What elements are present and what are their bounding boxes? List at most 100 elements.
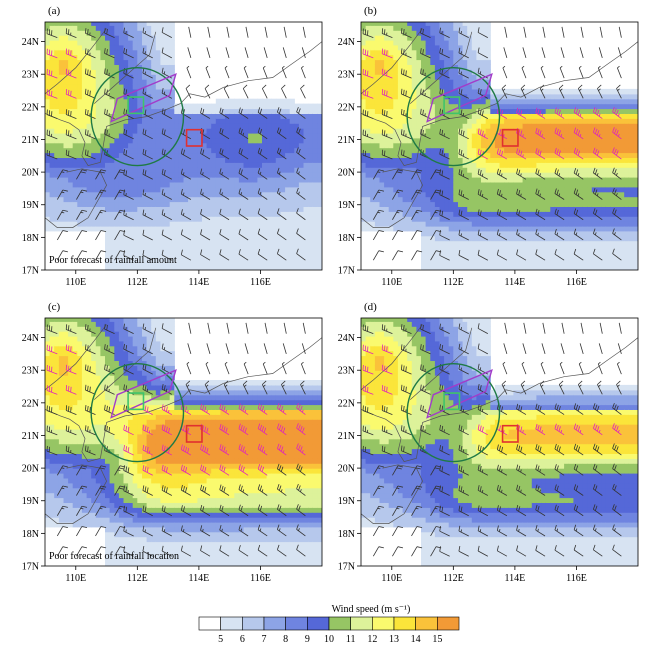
rain-region-box: [426, 72, 493, 123]
panel-1: 110E 112E 114E 116E 24N 23N 22N 21N 20N 19N 18N 17N…: [22, 5, 323, 288]
station-box: [127, 392, 145, 411]
y-tick-label: 22N: [22, 102, 39, 113]
colorbar-label: 15: [432, 634, 442, 645]
y-tick-label: 24N: [338, 37, 355, 48]
colorbar-swatch: [242, 616, 265, 631]
rain-region-box: [426, 368, 493, 419]
x-tick-label: 114E: [189, 573, 210, 584]
y-tick-label: 20N: [338, 464, 355, 475]
y-tick-label: 19N: [22, 200, 39, 211]
colorbar-label: 11: [346, 634, 356, 645]
colorbar-swatch: [263, 616, 286, 631]
colorbar-label: 8: [283, 634, 288, 645]
y-tick-label: 20N: [22, 464, 39, 475]
y-tick-label: 24N: [338, 333, 355, 344]
x-tick-label: 112E: [127, 573, 148, 584]
x-tick-label: 116E: [250, 277, 271, 288]
y-tick-label: 23N: [338, 70, 355, 81]
panel-letter: (b): [364, 5, 377, 17]
colorbar-swatch: [198, 616, 221, 631]
y-tick-label: 18N: [22, 529, 39, 540]
colorbar-swatch: [393, 616, 416, 631]
upstream-box: [501, 424, 519, 443]
colorbar-title: Wind speed (m s⁻¹): [332, 604, 411, 615]
x-tick-label: 116E: [566, 277, 587, 288]
panel-frame: [44, 317, 323, 567]
colorbar-swatch: [372, 616, 395, 631]
colorbar-label: 12: [367, 634, 377, 645]
colorbar-swatch: [415, 616, 438, 631]
study-area-circle: [90, 66, 185, 167]
y-tick-label: 21N: [338, 135, 355, 146]
y-tick-label: 22N: [22, 398, 39, 409]
colorbar: 5 6 7 8 9 10 11 12 13 14 15 Wind speed (m s⁻¹): [198, 604, 460, 645]
y-tick-label: 17N: [22, 562, 39, 573]
panel-frame: [44, 21, 323, 271]
station-box: [443, 96, 461, 115]
y-tick-label: 18N: [22, 233, 39, 244]
y-tick-label: 24N: [22, 333, 39, 344]
x-tick-label: 114E: [189, 277, 210, 288]
colorbar-label: 10: [324, 634, 334, 645]
y-tick-label: 19N: [338, 496, 355, 507]
y-tick-label: 23N: [22, 366, 39, 377]
y-tick-label: 21N: [22, 431, 39, 442]
rain-region-box: [110, 72, 177, 123]
x-tick-label: 110E: [65, 573, 86, 584]
x-tick-label: 112E: [127, 277, 148, 288]
y-tick-label: 22N: [338, 398, 355, 409]
panel-2: 110E 112E 114E 116E 24N 23N 22N 21N 20N 19N 18N 17N…: [338, 5, 639, 288]
colorbar-label: 9: [305, 634, 310, 645]
colorbar-swatch: [220, 616, 243, 631]
colorbar-swatch: [437, 616, 460, 631]
y-tick-label: 17N: [22, 266, 39, 277]
panel-frame: [360, 317, 639, 567]
colorbar-swatch: [307, 616, 330, 631]
station-box: [443, 392, 461, 411]
y-tick-label: 17N: [338, 562, 355, 573]
colorbar-label: 13: [389, 634, 399, 645]
y-tick-label: 18N: [338, 233, 355, 244]
colorbar-label: 7: [262, 634, 267, 645]
study-area-circle: [90, 362, 185, 463]
panel-annotation: Poor forecast of rainfall amount: [49, 255, 177, 266]
y-tick-label: 21N: [338, 431, 355, 442]
colorbar-swatch: [285, 616, 308, 631]
x-tick-label: 110E: [381, 277, 402, 288]
colorbar-label: 6: [240, 634, 245, 645]
x-tick-label: 110E: [381, 573, 402, 584]
x-tick-label: 110E: [65, 277, 86, 288]
station-box: [127, 96, 145, 115]
panel-frame: [360, 21, 639, 271]
y-tick-label: 22N: [338, 102, 355, 113]
x-tick-label: 112E: [443, 573, 464, 584]
panel-3: 110E 112E 114E 116E 24N 23N 22N 21N 20N 19N 18N 17N…: [22, 301, 323, 584]
y-tick-label: 23N: [22, 70, 39, 81]
study-area-circle: [406, 362, 501, 463]
y-tick-label: 24N: [22, 37, 39, 48]
colorbar-label: 14: [411, 634, 421, 645]
upstream-box: [185, 424, 203, 443]
y-tick-label: 20N: [338, 168, 355, 179]
upstream-box: [501, 128, 519, 147]
panel-4: 110E 112E 114E 116E 24N 23N 22N 21N 20N 19N 18N 17N…: [338, 301, 639, 584]
x-tick-label: 114E: [505, 573, 526, 584]
panel-letter: (a): [48, 5, 61, 17]
y-tick-label: 23N: [338, 366, 355, 377]
x-tick-label: 116E: [250, 573, 271, 584]
y-tick-label: 20N: [22, 168, 39, 179]
y-tick-label: 21N: [22, 135, 39, 146]
upstream-box: [185, 128, 203, 147]
y-tick-label: 17N: [338, 266, 355, 277]
x-tick-label: 112E: [443, 277, 464, 288]
y-tick-label: 19N: [338, 200, 355, 211]
colorbar-swatch: [350, 616, 373, 631]
panel-letter: (d): [364, 301, 377, 313]
panel-letter: (c): [48, 301, 61, 313]
colorbar-label: 5: [218, 634, 223, 645]
y-tick-label: 18N: [338, 529, 355, 540]
colorbar-swatch: [328, 616, 351, 631]
study-area-circle: [406, 66, 501, 167]
x-tick-label: 116E: [566, 573, 587, 584]
